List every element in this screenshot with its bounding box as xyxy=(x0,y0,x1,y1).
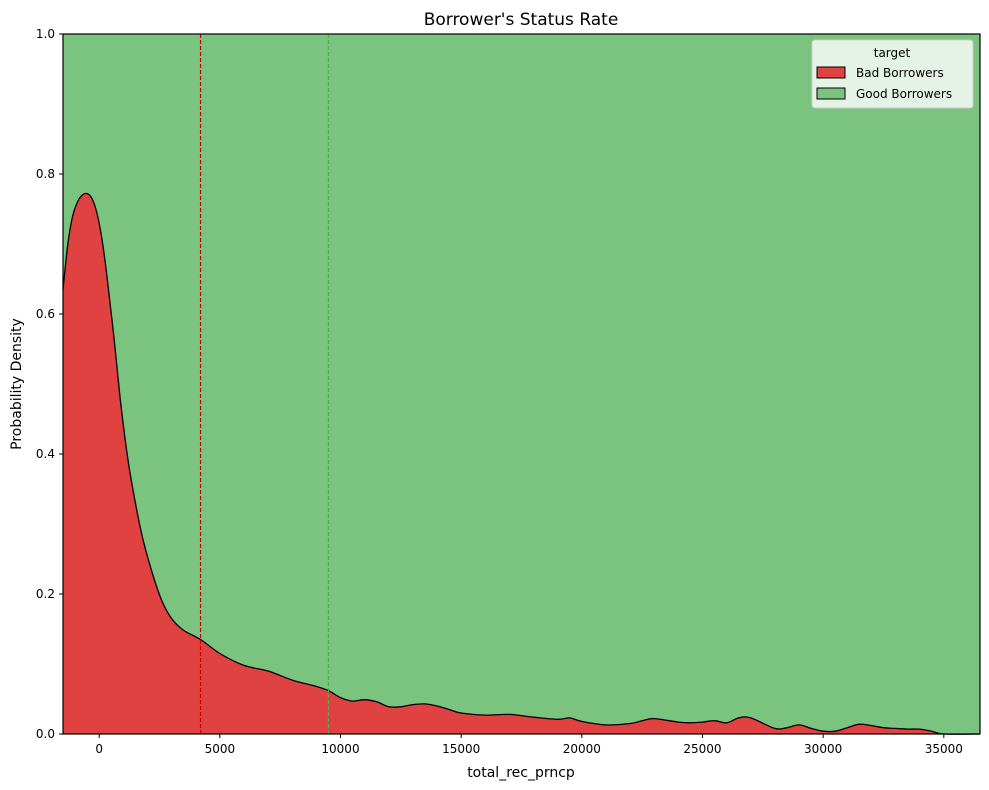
legend-title: target xyxy=(874,46,911,60)
axes: 0 5000 10000 15000 20000 25000 30000 35000 0.0 0.… xyxy=(36,27,981,756)
legend: target Bad Borrowers Good Borrowers xyxy=(811,39,974,109)
y-axis-label: Probability Density xyxy=(9,318,25,450)
x-tick-label: 15000 xyxy=(442,742,480,756)
x-tick-label: 35000 xyxy=(925,742,963,756)
x-tick-label: 10000 xyxy=(321,742,359,756)
series-bad-borrowers-area xyxy=(63,193,980,735)
x-tick-label: 30000 xyxy=(804,742,842,756)
y-tick-label: 1.0 xyxy=(36,27,55,41)
y-tick-label: 0.2 xyxy=(36,587,55,601)
x-axis-label: total_rec_prncp xyxy=(467,765,575,781)
y-tick-label: 0.6 xyxy=(36,307,55,321)
legend-label-good-borrowers: Good Borrowers xyxy=(856,87,952,101)
y-tick-label: 0.0 xyxy=(36,727,55,741)
axes-frame xyxy=(62,33,981,735)
legend-label-bad-borrowers: Bad Borrowers xyxy=(856,66,944,80)
legend-box xyxy=(811,39,974,109)
y-tick-label: 0.8 xyxy=(36,167,55,181)
x-tick-label: 0 xyxy=(95,742,103,756)
x-tick-label: 5000 xyxy=(205,742,236,756)
plot-area xyxy=(62,34,981,735)
reference-lines xyxy=(199,34,330,734)
legend-swatch-good-borrowers xyxy=(816,87,846,100)
y-tick-label: 0.4 xyxy=(36,447,55,461)
legend-swatch-bad-borrowers xyxy=(816,66,846,79)
series-bad-borrowers-line xyxy=(62,192,981,735)
x-tick-label: 20000 xyxy=(563,742,601,756)
series-good-borrowers-area xyxy=(63,34,980,734)
x-tick-label: 25000 xyxy=(683,742,721,756)
chart-title: Borrower's Status Rate xyxy=(424,10,619,30)
